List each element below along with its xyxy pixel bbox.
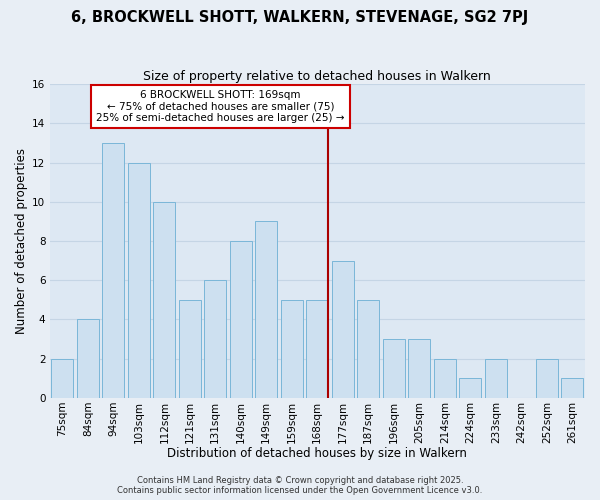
X-axis label: Distribution of detached houses by size in Walkern: Distribution of detached houses by size … [167,447,467,460]
Bar [332,260,353,398]
Text: 6, BROCKWELL SHOTT, WALKERN, STEVENAGE, SG2 7PJ: 6, BROCKWELL SHOTT, WALKERN, STEVENAGE, … [71,10,529,25]
Bar [460,378,481,398]
Bar [205,280,226,398]
Bar [281,300,302,398]
Text: 6 BROCKWELL SHOTT: 169sqm
← 75% of detached houses are smaller (75)
25% of semi-: 6 BROCKWELL SHOTT: 169sqm ← 75% of detac… [96,90,344,123]
Bar [485,358,506,398]
Bar [562,378,583,398]
Bar [536,358,557,398]
Bar [230,241,251,398]
Bar [256,222,277,398]
Bar [128,162,149,398]
Bar [52,358,73,398]
Bar [179,300,200,398]
Bar [358,300,379,398]
Y-axis label: Number of detached properties: Number of detached properties [15,148,28,334]
Bar [77,320,98,398]
Text: Contains HM Land Registry data © Crown copyright and database right 2025.
Contai: Contains HM Land Registry data © Crown c… [118,476,482,495]
Title: Size of property relative to detached houses in Walkern: Size of property relative to detached ho… [143,70,491,83]
Bar [409,339,430,398]
Bar [103,143,124,398]
Bar [154,202,175,398]
Bar [383,339,404,398]
Bar [434,358,455,398]
Bar [307,300,328,398]
